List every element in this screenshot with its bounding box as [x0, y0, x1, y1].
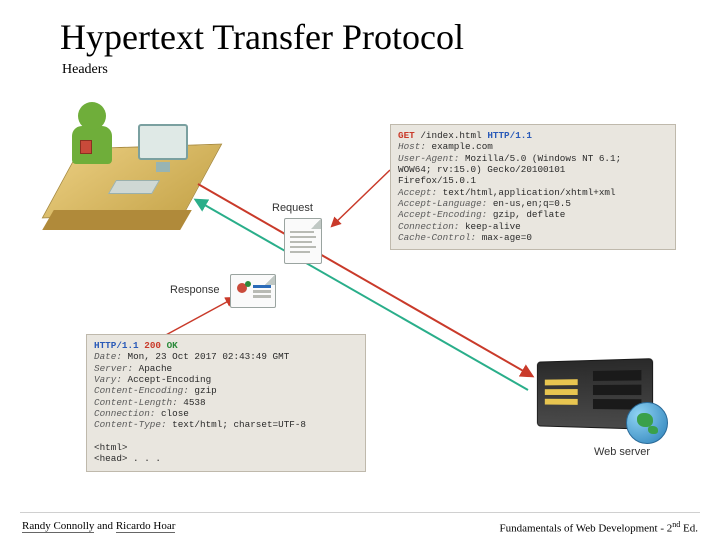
author-1: Randy Connolly: [22, 520, 94, 533]
req-path: /index.html: [420, 130, 481, 141]
author-and: and: [94, 520, 115, 532]
request-headers-box: GET /index.html HTTP/1.1 Host: example.c…: [390, 124, 676, 250]
person-body-icon: [72, 126, 112, 164]
request-header-lines: Host: example.com User-Agent: Mozilla/5.…: [398, 141, 621, 243]
book-post: Ed.: [680, 523, 698, 535]
server-slot-icon: [593, 370, 641, 381]
response-label: Response: [170, 284, 220, 296]
request-box-arrow: [332, 170, 390, 226]
person-badge-icon: [80, 140, 92, 154]
diagram-canvas: Web server Request Response GET /inde: [42, 98, 682, 496]
response-headers-box: HTTP/1.1 200 OK Date: Mon, 23 Oct 2017 0…: [86, 334, 366, 472]
footer-divider: [20, 512, 700, 513]
footer-authors: Randy Connolly and Ricardo Hoar: [22, 520, 175, 532]
resp-status: OK: [167, 340, 178, 351]
desk-front-icon: [42, 210, 192, 230]
person-head-icon: [78, 102, 106, 130]
author-2: Ricardo Hoar: [116, 520, 176, 533]
server-label: Web server: [594, 446, 650, 458]
response-page-icon: [230, 274, 276, 308]
book-pre: Fundamentals of Web Development - 2: [500, 523, 673, 535]
slide-subtitle: Headers: [62, 62, 108, 78]
monitor-icon: [138, 124, 188, 160]
request-page-icon: [284, 218, 322, 264]
resp-version: HTTP/1.1: [94, 340, 139, 351]
slide-title: Hypertext Transfer Protocol: [60, 16, 464, 58]
keyboard-icon: [108, 180, 160, 194]
footer-book: Fundamentals of Web Development - 2nd Ed…: [500, 520, 698, 535]
response-box-arrow: [164, 298, 234, 336]
monitor-stand-icon: [156, 162, 170, 172]
req-version: HTTP/1.1: [487, 130, 532, 141]
req-method: GET: [398, 130, 415, 141]
response-body-preview: <html> <head> . . .: [94, 442, 161, 464]
globe-icon: [626, 402, 668, 444]
resp-code: 200: [144, 340, 161, 351]
response-header-lines: Date: Mon, 23 Oct 2017 02:43:49 GMT Serv…: [94, 351, 306, 430]
request-label: Request: [272, 202, 313, 214]
